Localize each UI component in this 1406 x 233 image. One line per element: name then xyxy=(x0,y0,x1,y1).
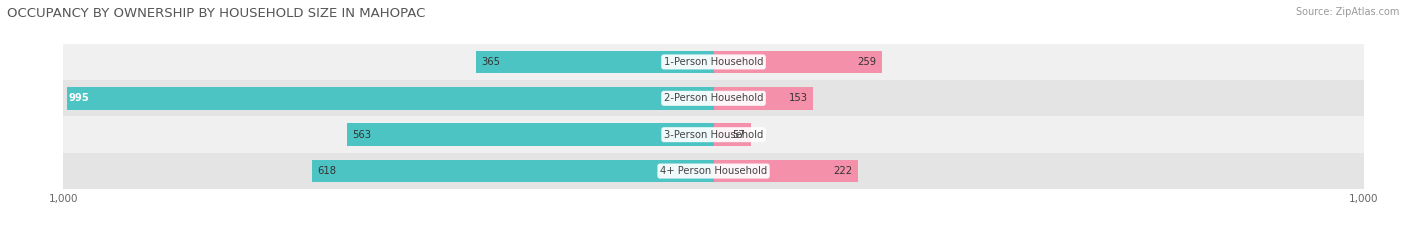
Bar xyxy=(713,160,858,182)
Text: 1-Person Household: 1-Person Household xyxy=(664,57,763,67)
Bar xyxy=(63,116,1364,153)
Bar xyxy=(63,153,1364,189)
Bar xyxy=(713,87,813,110)
Text: 365: 365 xyxy=(481,57,501,67)
Text: 259: 259 xyxy=(858,57,877,67)
Text: 57: 57 xyxy=(733,130,745,140)
Bar xyxy=(63,80,1364,116)
Bar xyxy=(312,160,713,182)
Text: Source: ZipAtlas.com: Source: ZipAtlas.com xyxy=(1295,7,1399,17)
Bar xyxy=(477,51,713,73)
Text: 3-Person Household: 3-Person Household xyxy=(664,130,763,140)
Text: 153: 153 xyxy=(789,93,808,103)
Bar xyxy=(63,44,1364,80)
Text: 2-Person Household: 2-Person Household xyxy=(664,93,763,103)
Text: OCCUPANCY BY OWNERSHIP BY HOUSEHOLD SIZE IN MAHOPAC: OCCUPANCY BY OWNERSHIP BY HOUSEHOLD SIZE… xyxy=(7,7,426,20)
Bar xyxy=(713,123,751,146)
Text: 563: 563 xyxy=(353,130,371,140)
Text: 222: 222 xyxy=(834,166,852,176)
Bar xyxy=(347,123,713,146)
Bar xyxy=(713,51,882,73)
Bar xyxy=(66,87,713,110)
Text: 995: 995 xyxy=(69,93,89,103)
Text: 618: 618 xyxy=(316,166,336,176)
Text: 4+ Person Household: 4+ Person Household xyxy=(659,166,768,176)
